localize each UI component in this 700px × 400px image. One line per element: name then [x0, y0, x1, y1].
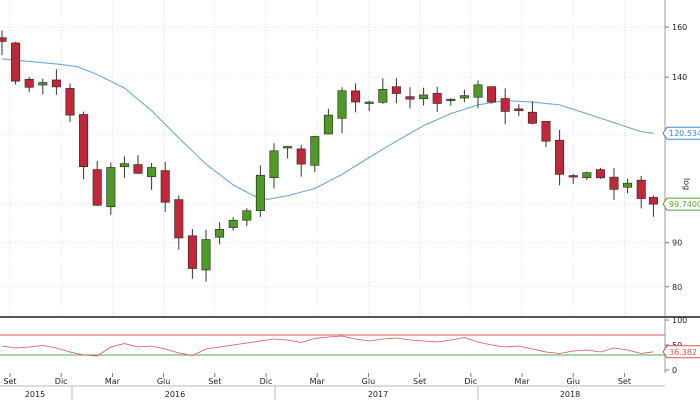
value-badges: 120.5340 99.7400 36.382 — [662, 126, 700, 359]
candle-body — [636, 179, 646, 199]
x-axis: Set Dic Mar Giu Set Dic Mar Giu Set Dic Mar Giu Set … — [0, 373, 665, 400]
scale-label: log — [682, 178, 691, 190]
candle-body — [541, 121, 551, 142]
candle-body — [79, 114, 89, 168]
value-badge-label: 99.7400 — [669, 200, 700, 209]
candle-body — [648, 197, 658, 205]
candle-body — [527, 111, 537, 124]
candle-body — [582, 172, 592, 178]
value-badge — [662, 345, 700, 359]
candle-body — [187, 235, 197, 269]
candle-body — [391, 86, 401, 94]
candle-body — [133, 164, 143, 174]
candle-body — [255, 174, 265, 212]
month-tick-label: Set — [618, 377, 631, 386]
candle-body — [11, 42, 21, 82]
rsi-line — [1, 335, 654, 357]
month-tick-label: Set — [3, 377, 16, 386]
rsi-tick-label: 0 — [672, 366, 677, 375]
year-label: 2017 — [368, 390, 388, 399]
value-badge-label: 120.5340 — [669, 129, 700, 138]
value-badge — [662, 197, 700, 211]
month-tick-label: Mar — [310, 377, 326, 386]
candle-body — [24, 78, 34, 88]
candle-body — [595, 169, 605, 179]
rsi-tick-label: 100 — [672, 316, 687, 325]
candle-body — [242, 210, 252, 221]
moving-average-layer — [1, 58, 654, 201]
month-tick-labels: Set Dic Mar Giu Set Dic Mar Giu Set Dic Mar Giu Set — [3, 373, 631, 386]
candle-body — [337, 90, 347, 119]
candle-body — [555, 139, 565, 175]
month-tick-label: Dic — [55, 377, 68, 386]
candle-body — [364, 101, 374, 104]
year-label: 2018 — [560, 390, 580, 399]
candle-body — [351, 90, 361, 103]
rsi-gridlines — [0, 334, 665, 356]
candle-body — [609, 176, 619, 190]
moving-average-line — [1, 58, 654, 201]
candle-body — [310, 136, 320, 166]
year-label: 2015 — [25, 390, 45, 399]
candle-body — [51, 79, 61, 88]
candle-body — [514, 108, 524, 111]
value-badge — [662, 126, 700, 140]
candle-body — [487, 86, 497, 103]
month-tick-label: Set — [208, 377, 221, 386]
candle-body — [446, 98, 456, 101]
candle-body — [65, 88, 75, 116]
candle-body — [296, 148, 306, 165]
candle-body — [228, 219, 238, 228]
month-tick-label: Giu — [362, 377, 376, 386]
price-gridlines — [0, 0, 665, 316]
candle-body — [500, 98, 510, 112]
month-tick-label: Dic — [260, 377, 273, 386]
candle-body — [269, 150, 279, 178]
year-label: 2016 — [165, 390, 185, 399]
candle-body — [92, 169, 102, 206]
candle-body — [473, 84, 483, 98]
candle-body — [432, 93, 442, 104]
candle-body — [201, 239, 211, 271]
candle-body — [378, 89, 388, 103]
month-tick-label: Giu — [157, 377, 171, 386]
month-tick-label: Set — [413, 377, 426, 386]
month-tick-label: Mar — [105, 377, 121, 386]
price-tick-label: 140 — [672, 73, 687, 82]
candle-body — [419, 94, 429, 99]
year-labels: 2015 2016 2017 2018 — [25, 386, 580, 400]
candle-body — [0, 37, 7, 42]
candle-body — [459, 95, 469, 99]
price-tick-labels: 8090100120140160 — [665, 23, 687, 292]
rsi-panel: 100500 — [0, 316, 687, 375]
month-tick-label: Giu — [566, 377, 580, 386]
candlesticks — [0, 30, 658, 282]
candle-body — [160, 170, 170, 203]
candle-body — [323, 114, 333, 135]
candle-body — [405, 96, 415, 100]
candle-body — [38, 82, 48, 86]
price-tick-label: 90 — [672, 239, 682, 248]
price-panel: 8090100120140160 log — [0, 0, 691, 316]
candle-body — [106, 167, 116, 208]
candle-body — [174, 199, 184, 239]
value-badge-label: 36.382 — [669, 348, 697, 357]
price-tick-label: 80 — [672, 283, 682, 292]
candle-body — [623, 182, 633, 188]
candle-body — [215, 229, 225, 238]
candle-body — [147, 167, 157, 177]
price-tick-label: 160 — [672, 23, 687, 32]
candle-body — [283, 146, 293, 149]
rsi-layer — [1, 335, 654, 357]
month-tick-label: Mar — [514, 377, 530, 386]
candle-body — [119, 163, 129, 168]
candle-body — [568, 175, 578, 178]
month-tick-label: Dic — [464, 377, 477, 386]
